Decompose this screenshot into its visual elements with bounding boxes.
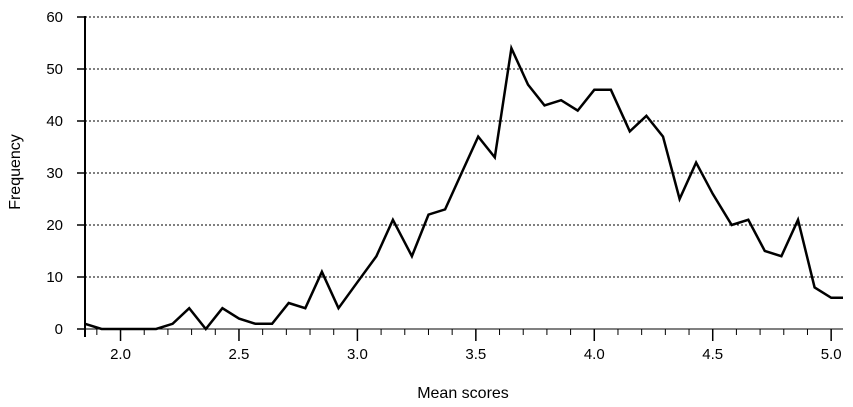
x-tick-label: 2.0 xyxy=(110,346,131,363)
y-tick-label: 0 xyxy=(55,321,63,338)
x-tick-label: 4.0 xyxy=(584,346,605,363)
x-tick-label: 4.5 xyxy=(702,346,723,363)
gridlines xyxy=(85,17,843,277)
y-tick-label: 50 xyxy=(46,61,63,78)
x-tick-label: 3.0 xyxy=(347,346,368,363)
series-line-0 xyxy=(85,48,843,329)
y-tick-label: 10 xyxy=(46,269,63,286)
y-tick-label: 40 xyxy=(46,113,63,130)
x-axis-title: Mean scores xyxy=(417,385,509,402)
y-tick-label: 60 xyxy=(46,9,63,26)
tick-labels: 0 10 20 30 40 50 60 2.0 2.5 3.0 3.5 4.0 4.5 5.0 xyxy=(46,9,841,363)
y-tick-label: 20 xyxy=(46,217,63,234)
x-tick-label: 5.0 xyxy=(821,346,842,363)
x-tick-label: 3.5 xyxy=(465,346,486,363)
x-tick-label: 2.5 xyxy=(229,346,250,363)
data-series xyxy=(85,48,843,329)
y-tick-label: 30 xyxy=(46,165,63,182)
y-axis-title: Frequency xyxy=(7,134,24,210)
